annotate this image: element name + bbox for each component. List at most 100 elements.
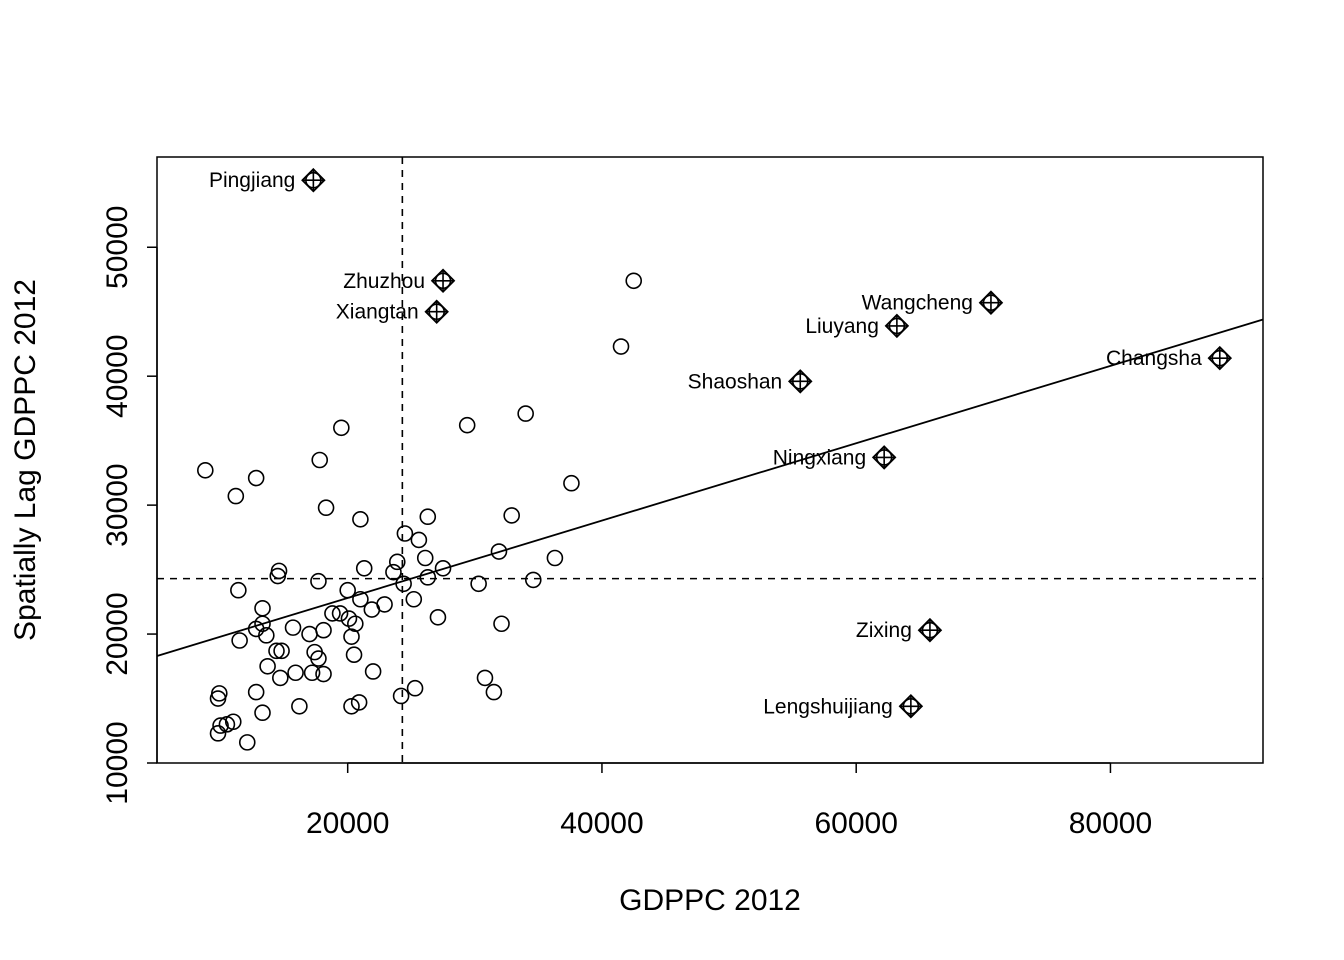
data-point — [343, 697, 360, 715]
data-point — [388, 553, 406, 571]
point-label: Changsha — [1106, 347, 1202, 370]
data-point — [410, 531, 428, 549]
data-point — [524, 571, 542, 589]
data-point — [310, 650, 327, 667]
data-point — [331, 605, 349, 622]
point-label: Wangcheng — [862, 292, 973, 315]
data-point — [490, 543, 508, 560]
data-point — [458, 416, 476, 434]
data-point — [563, 474, 580, 492]
data-point — [301, 625, 318, 643]
data-point — [230, 581, 247, 599]
data-point — [347, 615, 364, 633]
influential-point: Shaoshan — [688, 369, 813, 394]
data-point — [247, 469, 265, 487]
influential-points: Pingjiang Zhuzhou Xiangtan WangchengLiuyang… — [209, 167, 1233, 719]
plot-frame — [156, 156, 1264, 764]
data-point — [287, 664, 304, 682]
influential-point: Changsha — [1106, 345, 1233, 371]
point-label: Ningxiang — [773, 446, 866, 469]
x-tick-label: 60000 — [814, 807, 897, 840]
data-point — [238, 734, 256, 751]
data-point — [210, 685, 228, 702]
data-point — [315, 621, 332, 639]
data-point — [311, 451, 329, 469]
y-axis-title: Spatially Lag GDPPC 2012 — [9, 279, 42, 641]
data-point — [258, 627, 275, 644]
data-point — [218, 716, 236, 733]
influential-point: Zixing — [856, 617, 943, 643]
data-point — [493, 615, 510, 633]
point-label: Lengshuijiang — [763, 695, 893, 718]
x-tick-label: 80000 — [1069, 807, 1152, 840]
point-label: Pingjiang — [209, 169, 295, 192]
y-tick-label: 50000 — [101, 206, 134, 289]
x-axis: 20000 40000 60000 80000 — [306, 762, 1152, 840]
data-point — [333, 419, 350, 437]
influential-point: Lengshuijiang — [763, 693, 924, 719]
data-point — [343, 628, 360, 645]
y-tick-label: 30000 — [101, 463, 134, 546]
y-tick-label: 40000 — [101, 334, 134, 417]
x-axis-title: GDPPC 2012 — [619, 884, 801, 917]
data-point — [470, 575, 487, 593]
data-point — [209, 725, 227, 742]
data-point — [429, 609, 447, 626]
data-point — [317, 499, 335, 517]
point-label: Xiangtan — [336, 301, 419, 324]
data-point — [625, 272, 643, 290]
data-point — [247, 683, 265, 701]
data-point — [227, 487, 245, 505]
data-point — [269, 567, 287, 585]
point-label: Zhuzhou — [343, 270, 425, 293]
y-tick-label: 10000 — [101, 721, 134, 804]
x-tick-label: 20000 — [306, 807, 389, 840]
data-point — [419, 569, 437, 586]
data-point — [476, 669, 494, 687]
data-point — [352, 511, 369, 528]
data-point — [315, 665, 332, 683]
data-point — [416, 549, 434, 567]
point-label: Liuyang — [805, 315, 879, 338]
data-point — [345, 646, 363, 663]
y-tick-label: 20000 — [101, 592, 134, 675]
data-point — [270, 562, 288, 580]
data-points — [197, 272, 643, 751]
data-point — [546, 549, 564, 567]
data-point — [385, 563, 402, 581]
point-label: Shaoshan — [688, 370, 783, 393]
data-point — [612, 338, 630, 355]
influential-point: Wangcheng — [862, 290, 1004, 315]
data-point — [419, 508, 437, 526]
data-point — [355, 560, 373, 577]
data-point — [392, 687, 410, 705]
data-point — [363, 601, 381, 618]
data-point — [350, 694, 368, 711]
data-point — [503, 507, 520, 524]
influential-point: Zhuzhou — [343, 268, 456, 294]
influential-point: Pingjiang — [209, 167, 326, 193]
y-axis: 10000 20000 30000 40000 50000 — [101, 206, 158, 805]
data-point — [485, 683, 503, 701]
data-point — [254, 704, 271, 722]
data-point — [268, 642, 285, 660]
point-label: Zixing — [856, 619, 912, 642]
data-point — [259, 657, 276, 675]
regression-line — [156, 318, 1264, 657]
data-point — [272, 669, 289, 687]
data-point — [364, 663, 382, 680]
data-point — [273, 642, 290, 660]
data-point — [254, 599, 271, 617]
data-point — [396, 525, 414, 542]
data-point — [209, 690, 227, 707]
data-point — [231, 632, 248, 649]
influential-point: Xiangtan — [336, 299, 449, 324]
data-point — [406, 679, 424, 697]
x-tick-label: 40000 — [560, 807, 643, 840]
data-point — [339, 581, 356, 599]
influential-point: Ningxiang — [773, 445, 897, 470]
influential-point: Liuyang — [805, 313, 910, 339]
data-point — [405, 590, 423, 608]
data-point — [212, 717, 229, 734]
